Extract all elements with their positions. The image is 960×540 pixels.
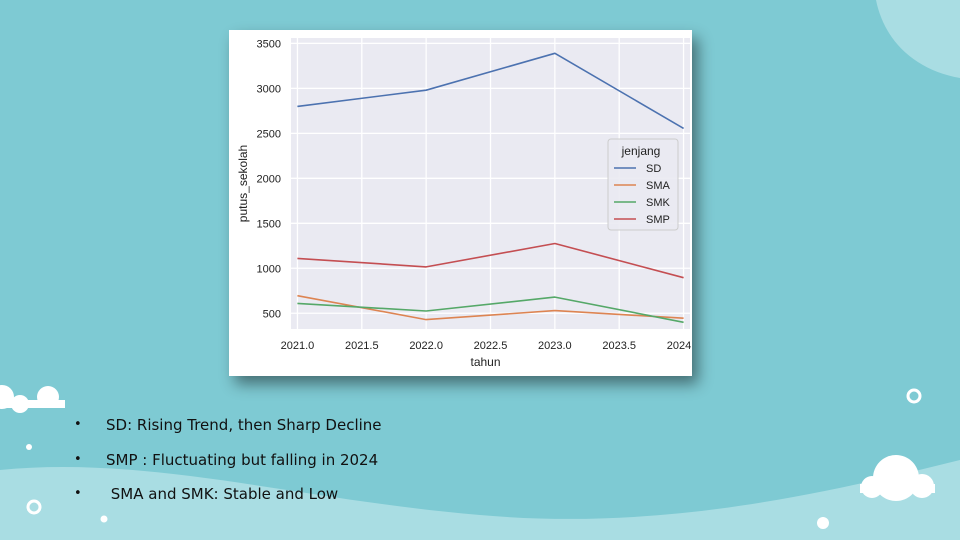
dot-decoration bbox=[100, 515, 108, 523]
series-line-sd bbox=[297, 52, 685, 130]
left-cloud-shape bbox=[0, 385, 65, 413]
ring-decoration bbox=[26, 499, 42, 515]
legend-label: SMK bbox=[646, 197, 671, 209]
x-tick-label: 2022.5 bbox=[474, 340, 508, 352]
x-tick-label: 2023.5 bbox=[602, 340, 636, 352]
bullet-text: SMP : Fluctuating but falling in 2024 bbox=[106, 450, 379, 469]
bullet-item-sma-smk: • SMA and SMK: Stable and Low bbox=[74, 483, 382, 518]
y-tick-label: 3500 bbox=[257, 38, 281, 50]
series-line-smk bbox=[297, 296, 684, 324]
bullet-text: SMA and SMK: Stable and Low bbox=[106, 485, 339, 503]
series-line-smp bbox=[297, 242, 684, 279]
bullet-marker: • bbox=[74, 417, 82, 432]
top-right-blob-shape bbox=[876, 0, 960, 78]
x-tick-label: 2021.5 bbox=[345, 340, 379, 352]
legend-box bbox=[607, 138, 679, 231]
legend-label: SD bbox=[646, 163, 661, 175]
x-tick-label: 2021.0 bbox=[281, 340, 315, 352]
y-axis-label: putus_sekolah bbox=[236, 145, 250, 222]
y-tick-label: 2000 bbox=[257, 173, 281, 185]
bottom-wave-shape bbox=[0, 460, 960, 540]
bullet-item-smp: • SMP : Fluctuating but falling in 2024 bbox=[74, 449, 382, 484]
right-cloud-shape bbox=[860, 455, 935, 501]
y-tick-label: 500 bbox=[263, 308, 281, 320]
x-tick-label: 2024.0 bbox=[667, 340, 692, 352]
bullet-list: • SD: Rising Trend, then Sharp Decline •… bbox=[74, 414, 382, 518]
x-tick-label: 2023.0 bbox=[538, 340, 572, 352]
legend-title: jenjang bbox=[621, 144, 661, 158]
chart-card: 2021.0 2021.5 2022.0 2022.5 2023.0 2023.5 2024… bbox=[229, 30, 692, 376]
dot-decoration bbox=[26, 444, 32, 450]
y-tick-label: 1500 bbox=[257, 218, 281, 230]
legend-label: SMP bbox=[646, 214, 670, 226]
bullet-text: SD: Rising Trend, then Sharp Decline bbox=[106, 416, 382, 434]
x-axis-label: tahun bbox=[470, 355, 500, 369]
bullet-marker: • bbox=[74, 486, 82, 501]
y-tick-label: 1000 bbox=[257, 263, 281, 275]
bullet-marker: • bbox=[74, 451, 82, 467]
y-tick-label: 3000 bbox=[257, 83, 281, 95]
bullet-item-sd: • SD: Rising Trend, then Sharp Decline bbox=[74, 414, 382, 449]
dot-decoration bbox=[817, 517, 829, 529]
line-chart: 2021.0 2021.5 2022.0 2022.5 2023.0 2023.5 2024… bbox=[236, 38, 692, 369]
legend-label: SMA bbox=[646, 180, 671, 192]
x-tick-label: 2022.0 bbox=[409, 340, 443, 352]
y-tick-label: 2500 bbox=[257, 128, 281, 140]
ring-decoration bbox=[906, 388, 922, 404]
